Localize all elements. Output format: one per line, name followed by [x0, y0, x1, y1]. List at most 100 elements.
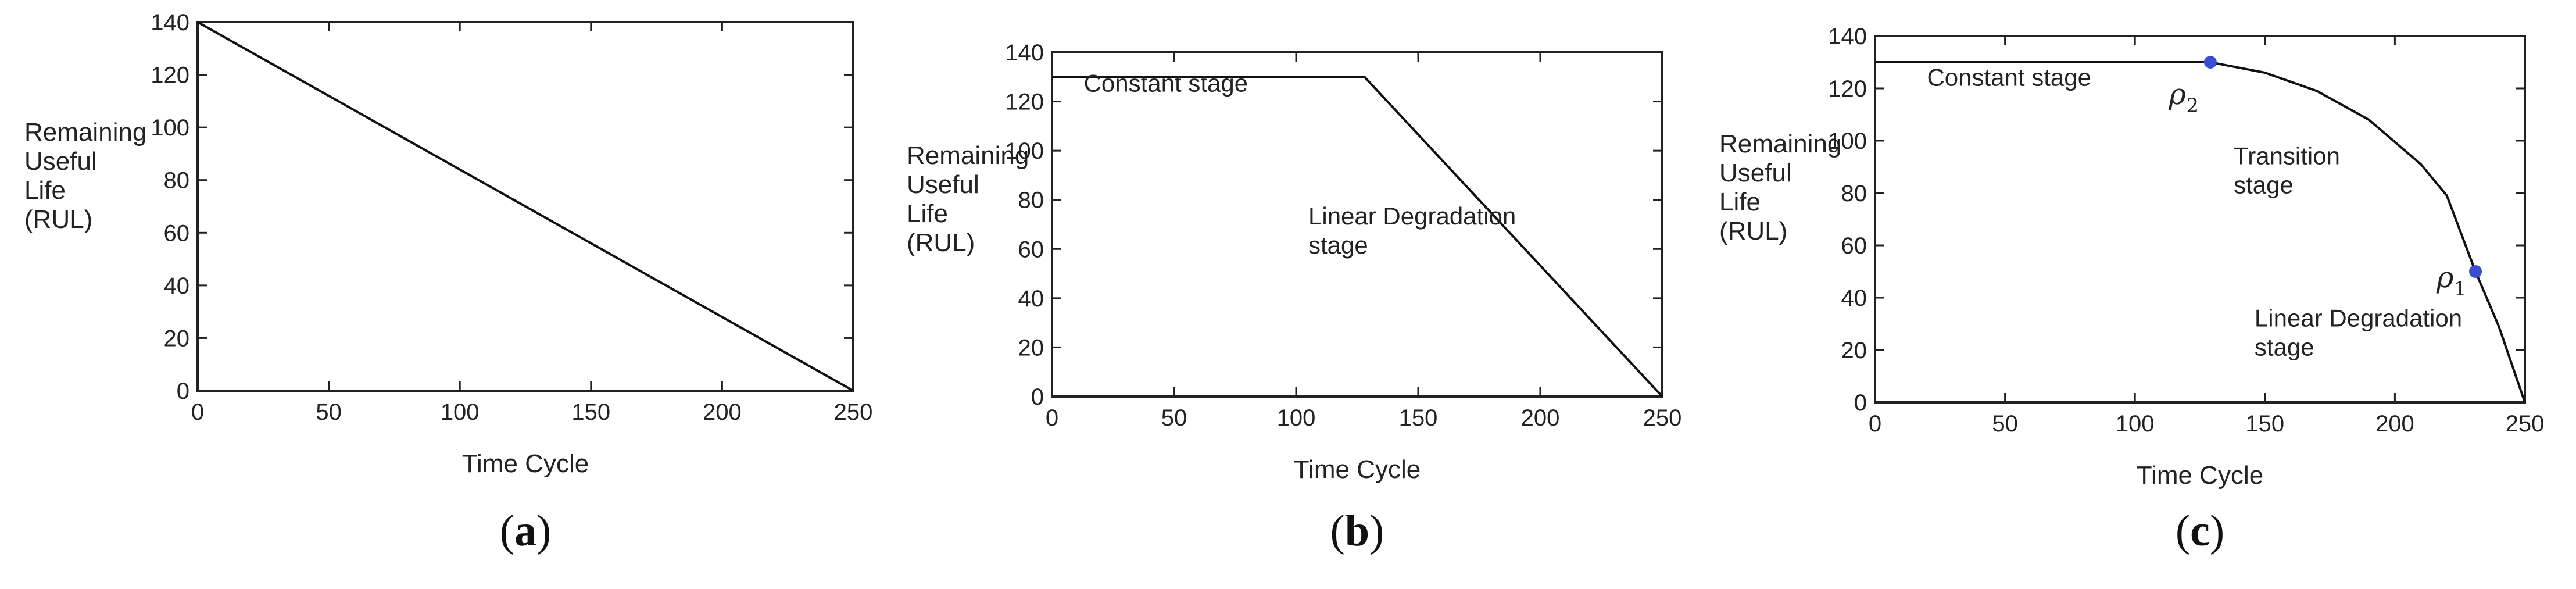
x-axis-label: Time Cycle	[1294, 455, 1421, 484]
stage-annotation-line: stage	[2255, 334, 2314, 361]
x-tick-label: 100	[2116, 411, 2155, 437]
point-label: ρ	[2168, 77, 2186, 111]
x-tick-label: 0	[1869, 411, 1881, 437]
y-tick-label: 40	[164, 273, 190, 299]
y-tick-label: 120	[1828, 76, 1867, 102]
x-tick-label: 0	[1046, 405, 1058, 431]
plot-frame	[196, 21, 854, 392]
y-axis-label-line: (RUL)	[907, 229, 975, 257]
stage-annotation: Linear Degradation stage	[2255, 305, 2462, 361]
y-axis-label: Remaining Useful Life (RUL)	[1719, 130, 1841, 245]
y-tick-label: 80	[1841, 181, 1867, 206]
stage-annotation: Constant stage	[1927, 64, 2091, 91]
chart-panel-a: 0 20 40 60 80 100 120 140 0 50 100 150 200 250 Remaini…	[24, 10, 872, 555]
panel-label-close: )	[1369, 506, 1384, 555]
y-axis-label-line: Life	[1719, 188, 1761, 216]
chart-panel-c: 0 20 40 60 80 100 120 140 0 50 100 150 200 250 Remaini…	[1719, 24, 2544, 555]
panel-label-letter: c	[2190, 506, 2210, 555]
stage-annotation: Linear Degradation stage	[1308, 202, 1516, 259]
panel-label: (c)	[2176, 506, 2224, 555]
panel-label: (b)	[1330, 506, 1384, 555]
x-tick-label: 150	[1399, 405, 1438, 431]
y-tick-label: 120	[1005, 90, 1044, 115]
y-axis-label-line: Useful	[1719, 159, 1792, 187]
x-tick-label: 250	[834, 399, 873, 425]
stage-annotation: Transition stage	[2234, 142, 2340, 199]
y-tick-label: 100	[151, 115, 189, 141]
y-tick-label: 140	[1005, 40, 1044, 66]
plot-frame	[1051, 51, 1663, 398]
y-tick-label: 0	[1031, 384, 1044, 410]
y-tick-label: 140	[151, 10, 189, 35]
x-tick-label: 50	[316, 399, 342, 425]
point-label-subscript: 2	[2186, 94, 2199, 117]
x-tick-label: 200	[1521, 405, 1560, 431]
x-tick-label: 0	[191, 399, 204, 425]
stage-annotation-line: Transition	[2234, 142, 2340, 170]
panel-label-close: )	[536, 506, 551, 555]
stage-annotation-line: stage	[2234, 172, 2294, 199]
series-line	[197, 21, 854, 392]
x-tick-label: 50	[1161, 405, 1187, 431]
y-tick-label: 20	[1018, 335, 1044, 360]
panel-label: (a)	[500, 506, 552, 555]
point-label: ρ	[2436, 260, 2454, 294]
point-label-subscript: 1	[2454, 277, 2467, 301]
y-tick-label: 20	[1841, 338, 1867, 363]
chart-panel-b: 0 20 40 60 80 100 120 140 0 50 100 150 200 250 Remaini…	[907, 40, 1681, 555]
stage-annotation-line: Constant stage	[1084, 70, 1248, 97]
y-tick-label: 0	[177, 379, 189, 404]
y-tick-label: 80	[164, 168, 190, 194]
panel-label-letter: b	[1345, 506, 1369, 555]
y-tick-label: 100	[1005, 138, 1044, 164]
y-axis-label-line: (RUL)	[1719, 217, 1787, 245]
y-tick-label: 40	[1841, 285, 1867, 311]
y-axis-label-line: Useful	[907, 170, 979, 199]
x-axis-label: Time Cycle	[462, 449, 589, 478]
x-tick-label: 100	[1277, 405, 1316, 431]
series-line	[1052, 76, 1663, 398]
panel-label-letter: a	[514, 506, 536, 555]
y-tick-label: 140	[1828, 24, 1867, 49]
x-tick-label: 150	[571, 399, 610, 425]
x-tick-label: 250	[2506, 411, 2545, 437]
y-tick-label: 120	[151, 63, 189, 88]
panel-label-close: )	[2210, 506, 2224, 555]
y-tick-label: 80	[1018, 188, 1044, 213]
panel-label-open: (	[500, 506, 514, 555]
y-tick-label: 0	[1854, 390, 1867, 416]
y-axis-label-line: Life	[24, 176, 66, 205]
y-axis-label-line: Remaining	[907, 141, 1029, 170]
panel-label-open: (	[1330, 506, 1345, 555]
y-axis-label-line: Remaining	[1719, 130, 1841, 158]
transition-point	[2469, 265, 2482, 278]
stage-annotation-line: Linear Degradation	[2255, 305, 2462, 332]
series-line	[1875, 61, 2526, 403]
x-tick-label: 150	[2245, 411, 2284, 437]
y-axis-label-line: Life	[907, 199, 948, 228]
y-tick-label: 60	[1018, 237, 1044, 262]
stage-annotation-line: Constant stage	[1927, 64, 2091, 91]
panel-label-open: (	[2176, 506, 2190, 555]
y-tick-label: 100	[1828, 128, 1867, 154]
x-tick-label: 200	[2375, 411, 2414, 437]
y-axis-label: Remaining Useful Life (RUL)	[24, 118, 146, 234]
x-tick-label: 50	[1992, 411, 2018, 437]
y-tick-label: 60	[164, 220, 190, 246]
x-tick-label: 100	[441, 399, 480, 425]
y-tick-label: 60	[1841, 233, 1867, 259]
y-axis-label: Remaining Useful Life (RUL)	[907, 141, 1029, 257]
x-tick-label: 200	[703, 399, 742, 425]
x-tick-label: 250	[1643, 405, 1682, 431]
x-axis-label: Time Cycle	[2137, 461, 2263, 490]
plot-frame	[1874, 35, 2526, 404]
y-tick-label: 20	[164, 326, 190, 351]
y-axis-label-line: (RUL)	[24, 205, 92, 234]
transition-point	[2203, 56, 2217, 69]
y-axis-label-line: Useful	[24, 147, 97, 176]
y-axis-label-line: Remaining	[24, 118, 146, 147]
stage-annotation-line: stage	[1308, 231, 1368, 259]
stage-annotation: Constant stage	[1084, 70, 1248, 97]
